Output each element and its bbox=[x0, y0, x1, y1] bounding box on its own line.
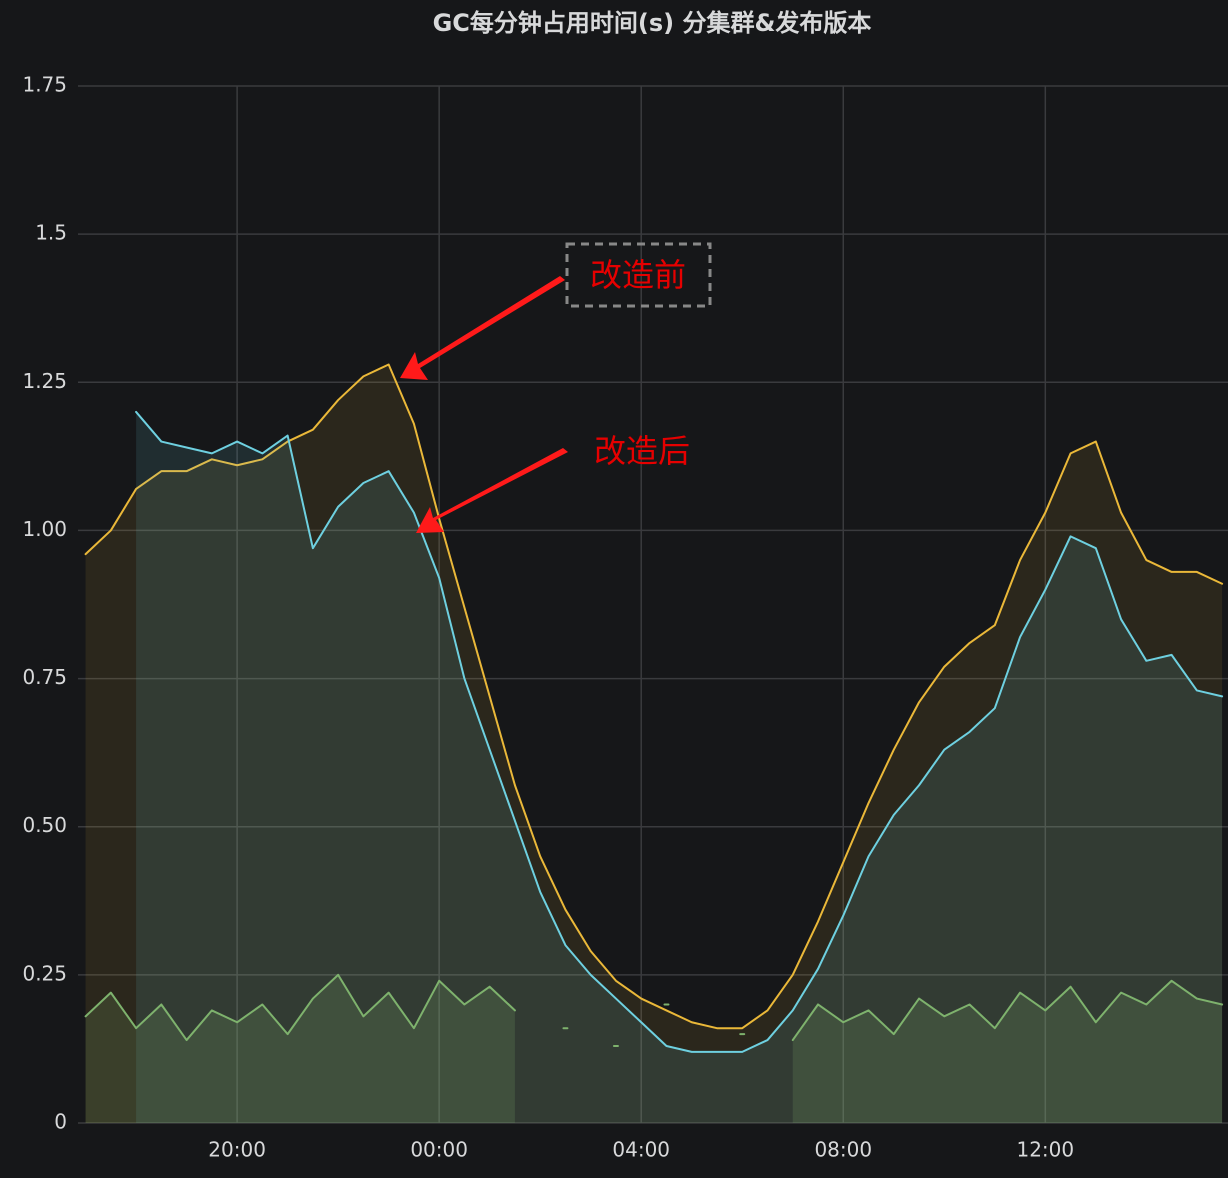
annotation: 改造后 bbox=[594, 432, 690, 470]
y-tick-label: 0 bbox=[54, 1110, 67, 1134]
series-line bbox=[84, 973, 1224, 1047]
annotation: 改造前 bbox=[590, 256, 686, 294]
series-line bbox=[84, 363, 1224, 1030]
y-tick-label: 0.50 bbox=[22, 813, 67, 837]
y-tick-label: 1.5 bbox=[35, 221, 67, 245]
y-tick-label: 1.75 bbox=[22, 73, 67, 97]
annotation-box bbox=[565, 242, 712, 308]
x-tick-label: 04:00 bbox=[612, 1138, 670, 1162]
arrow bbox=[416, 448, 568, 533]
y-tick-label: 1.00 bbox=[22, 517, 67, 541]
area-fill bbox=[85, 974, 1223, 1123]
y-tick-label: 0.75 bbox=[22, 665, 67, 689]
arrow bbox=[400, 276, 565, 380]
area-fill bbox=[85, 364, 1223, 1124]
y-tick-label: 1.25 bbox=[22, 369, 67, 393]
chart-title: GC每分钟占用时间(s) 分集群&发布版本 bbox=[433, 9, 872, 37]
y-tick-label: 0.25 bbox=[22, 961, 67, 985]
x-tick-label: 08:00 bbox=[814, 1138, 872, 1162]
x-tick-label: 00:00 bbox=[410, 1138, 468, 1162]
series-line bbox=[135, 410, 1224, 1053]
area-fill bbox=[136, 411, 1223, 1123]
plot-area bbox=[78, 85, 1228, 1124]
x-tick-label: 12:00 bbox=[1016, 1138, 1074, 1162]
x-tick-label: 20:00 bbox=[208, 1138, 266, 1162]
